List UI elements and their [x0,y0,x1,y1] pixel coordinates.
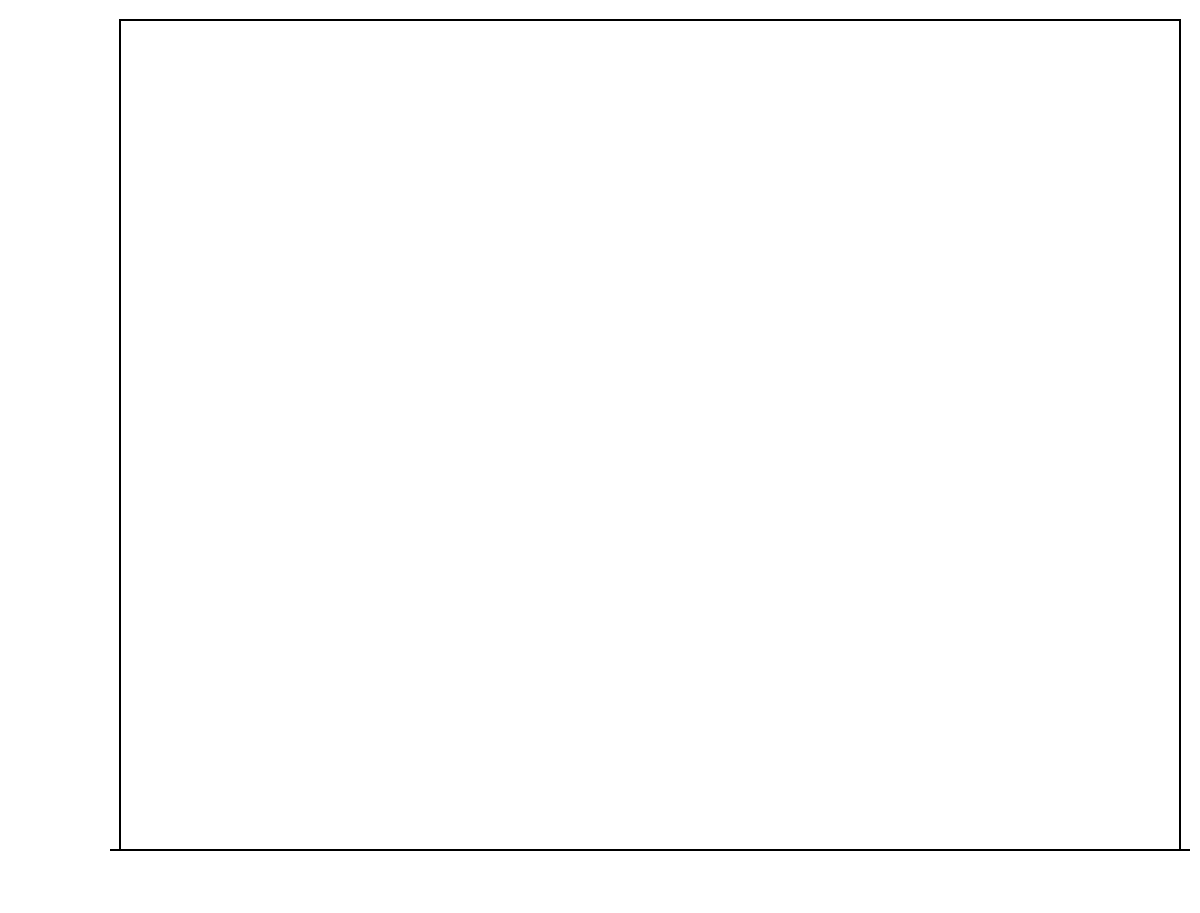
degrees-bar-chart [0,0,1200,913]
